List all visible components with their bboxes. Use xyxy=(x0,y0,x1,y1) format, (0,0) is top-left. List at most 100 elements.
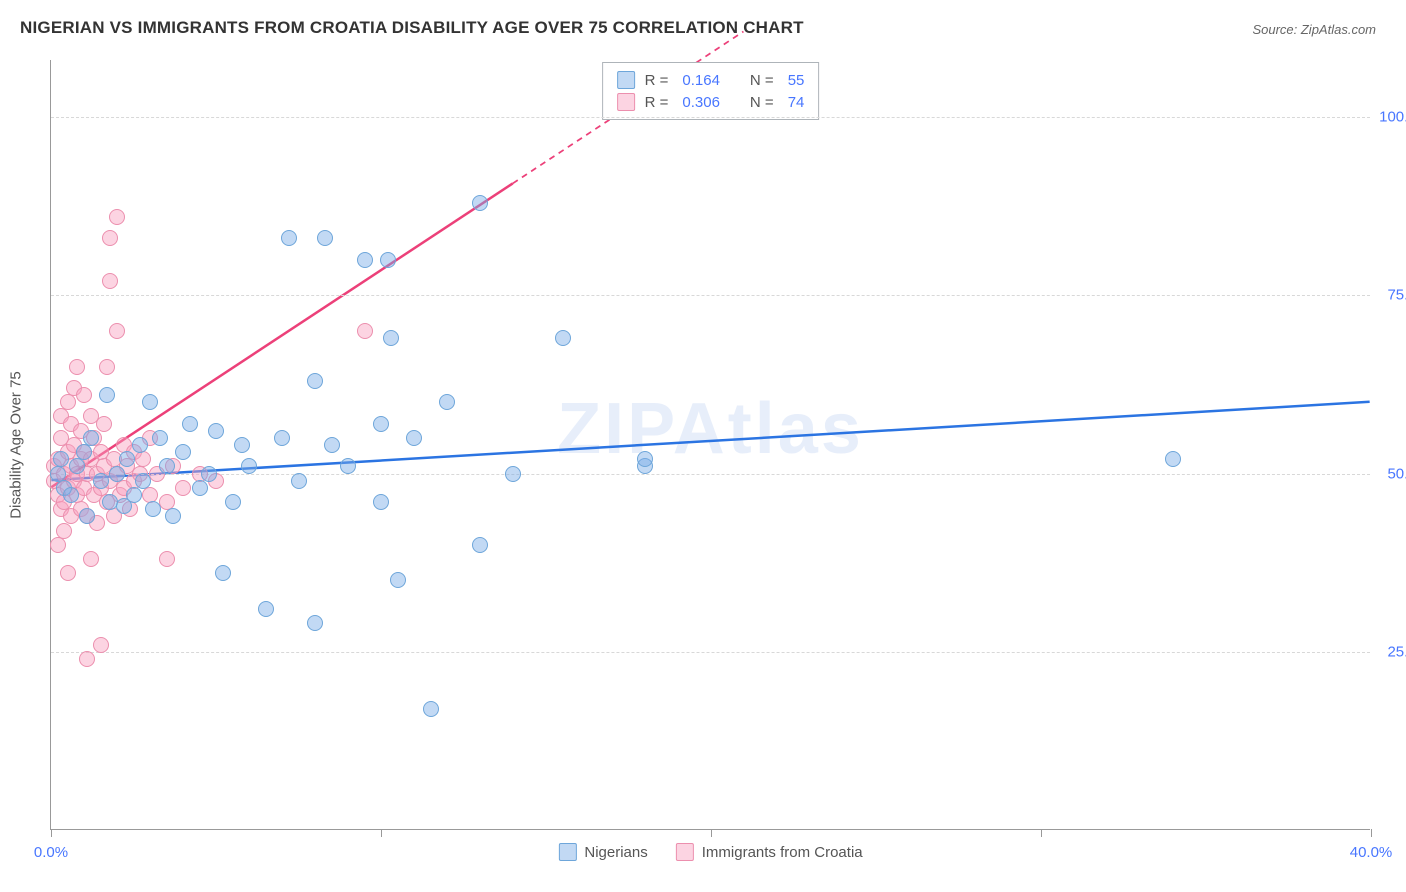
legend-row-series-1: R = 0.164 N = 55 xyxy=(617,69,805,91)
data-point xyxy=(234,437,250,453)
data-point xyxy=(99,359,115,375)
legend-row-series-2: R = 0.306 N = 74 xyxy=(617,91,805,113)
x-tick xyxy=(51,829,52,837)
x-tick xyxy=(711,829,712,837)
data-point xyxy=(96,416,112,432)
data-point xyxy=(225,494,241,510)
r-value-series-2: 0.306 xyxy=(682,94,720,111)
data-point xyxy=(142,394,158,410)
data-point xyxy=(60,394,76,410)
data-point xyxy=(109,323,125,339)
data-point xyxy=(555,330,571,346)
data-point xyxy=(63,487,79,503)
data-point xyxy=(281,230,297,246)
legend-item-series-1: Nigerians xyxy=(558,843,647,861)
data-point xyxy=(472,537,488,553)
n-label: N = xyxy=(750,94,774,111)
data-point xyxy=(373,494,389,510)
data-point xyxy=(93,637,109,653)
r-label: R = xyxy=(645,72,669,89)
data-point xyxy=(317,230,333,246)
data-point xyxy=(69,458,85,474)
gridline xyxy=(51,117,1370,118)
data-point xyxy=(215,565,231,581)
data-point xyxy=(175,480,191,496)
y-tick-label: 50.0% xyxy=(1375,465,1406,482)
data-point xyxy=(159,551,175,567)
y-tick-label: 100.0% xyxy=(1375,109,1406,126)
data-point xyxy=(175,444,191,460)
data-point xyxy=(159,458,175,474)
data-point xyxy=(390,572,406,588)
data-point xyxy=(182,416,198,432)
correlation-legend: R = 0.164 N = 55 R = 0.306 N = 74 xyxy=(602,62,820,120)
swatch-series-2 xyxy=(676,843,694,861)
data-point xyxy=(373,416,389,432)
data-point xyxy=(324,437,340,453)
data-point xyxy=(192,480,208,496)
source-attribution: Source: ZipAtlas.com xyxy=(1252,22,1376,37)
data-point xyxy=(79,651,95,667)
data-point xyxy=(109,209,125,225)
data-point xyxy=(307,373,323,389)
data-point xyxy=(637,451,653,467)
data-point xyxy=(423,701,439,717)
swatch-series-2 xyxy=(617,93,635,111)
data-point xyxy=(119,451,135,467)
chart-title: NIGERIAN VS IMMIGRANTS FROM CROATIA DISA… xyxy=(20,18,804,38)
n-label: N = xyxy=(750,72,774,89)
data-point xyxy=(76,444,92,460)
data-point xyxy=(357,252,373,268)
data-point xyxy=(102,230,118,246)
data-point xyxy=(152,430,168,446)
data-point xyxy=(340,458,356,474)
data-point xyxy=(83,430,99,446)
data-point xyxy=(50,537,66,553)
data-point xyxy=(60,565,76,581)
swatch-series-1 xyxy=(558,843,576,861)
data-point xyxy=(357,323,373,339)
legend-label-series-1: Nigerians xyxy=(584,844,647,861)
data-point xyxy=(258,601,274,617)
data-point xyxy=(439,394,455,410)
data-point xyxy=(53,451,69,467)
n-value-series-2: 74 xyxy=(788,94,805,111)
data-point xyxy=(208,423,224,439)
r-value-series-1: 0.164 xyxy=(682,72,720,89)
data-point xyxy=(145,501,161,517)
data-point xyxy=(380,252,396,268)
legend-item-series-2: Immigrants from Croatia xyxy=(676,843,863,861)
series-legend: Nigerians Immigrants from Croatia xyxy=(558,843,862,861)
data-point xyxy=(1165,451,1181,467)
x-tick-label: 0.0% xyxy=(34,844,68,861)
data-point xyxy=(165,508,181,524)
x-tick xyxy=(381,829,382,837)
y-axis-label: Disability Age Over 75 xyxy=(8,371,25,519)
y-tick-label: 25.0% xyxy=(1375,643,1406,660)
n-value-series-1: 55 xyxy=(788,72,805,89)
data-point xyxy=(274,430,290,446)
watermark: ZIPAtlas xyxy=(557,388,864,470)
data-point xyxy=(383,330,399,346)
data-point xyxy=(126,487,142,503)
y-tick-label: 75.0% xyxy=(1375,287,1406,304)
x-tick xyxy=(1041,829,1042,837)
data-point xyxy=(79,508,95,524)
data-point xyxy=(109,466,125,482)
swatch-series-1 xyxy=(617,71,635,89)
data-point xyxy=(132,437,148,453)
data-point xyxy=(93,473,109,489)
data-point xyxy=(56,523,72,539)
data-point xyxy=(201,466,217,482)
scatter-plot-area: ZIPAtlas Disability Age Over 75 R = 0.16… xyxy=(50,60,1370,830)
data-point xyxy=(472,195,488,211)
x-tick xyxy=(1371,829,1372,837)
data-point xyxy=(69,359,85,375)
data-point xyxy=(307,615,323,631)
data-point xyxy=(135,473,151,489)
data-point xyxy=(135,451,151,467)
gridline xyxy=(51,295,1370,296)
data-point xyxy=(102,273,118,289)
data-point xyxy=(406,430,422,446)
data-point xyxy=(99,387,115,403)
